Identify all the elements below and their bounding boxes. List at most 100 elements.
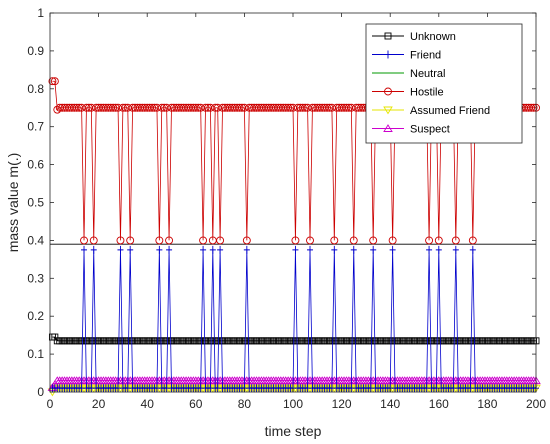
y-tick-label: 0.1: [27, 347, 44, 361]
data-point-hostile: [80, 236, 88, 245]
legend-label-friend: Friend: [410, 50, 441, 62]
data-point-friend: [452, 245, 459, 254]
x-tick-label: 0: [47, 397, 54, 411]
x-tick-label: 180: [477, 397, 497, 411]
data-point-hostile: [434, 236, 443, 245]
y-tick-label: 0: [37, 385, 44, 399]
y-axis-label: mass value m(.): [5, 153, 21, 253]
data-point-hostile: [291, 236, 300, 245]
legend-label-hostile: Hostile: [410, 87, 444, 99]
data-point-friend: [426, 245, 433, 254]
y-tick-label: 0.2: [27, 309, 44, 323]
plot-area: [47, 77, 541, 397]
data-point-hostile: [468, 236, 477, 245]
data-point-hostile: [116, 236, 125, 245]
data-point-hostile: [529, 103, 538, 112]
data-point-friend: [243, 245, 250, 254]
legend-marker-unknown: [384, 32, 392, 40]
data-point-hostile: [157, 103, 166, 112]
x-tick-label: 40: [141, 397, 155, 411]
data-point-friend: [331, 245, 338, 254]
data-point-hostile: [50, 77, 59, 86]
data-point-hostile: [425, 236, 434, 245]
data-point-friend: [217, 245, 224, 254]
legend-marker-assumed-friend: [383, 106, 393, 115]
data-point-friend: [156, 245, 163, 254]
data-point-hostile: [199, 236, 208, 245]
data-point-hostile: [53, 105, 62, 114]
data-point-hostile: [451, 236, 460, 245]
legend-marker-friend: [385, 50, 391, 59]
data-point-friend: [117, 245, 124, 254]
data-point-hostile: [118, 103, 127, 112]
data-point-hostile: [323, 103, 331, 112]
x-tick-label: 140: [380, 397, 400, 411]
data-point-hostile: [235, 103, 244, 112]
x-axis-label: time step: [265, 423, 322, 439]
data-point-hostile: [191, 103, 200, 112]
y-tick-label: 0.9: [27, 44, 44, 58]
data-point-friend: [209, 245, 216, 254]
data-point-friend: [469, 245, 476, 254]
data-point-hostile: [109, 103, 118, 112]
legend: Unknown Friend Neutral Hostile Assumed Frien…: [365, 23, 523, 144]
x-tick-label: 200: [526, 397, 546, 411]
data-point-hostile: [349, 236, 358, 245]
data-point-hostile: [165, 236, 174, 245]
data-point-hostile: [369, 236, 378, 245]
data-point-friend: [81, 245, 88, 254]
y-tick-label: 0.8: [27, 82, 44, 96]
data-point-hostile: [89, 236, 98, 245]
legend-marker-suspect: [383, 124, 393, 132]
legend-label-suspect: Suspect: [410, 124, 450, 136]
x-tick-label: 60: [189, 397, 203, 411]
data-point-friend: [435, 245, 442, 254]
series-unknown: [48, 333, 540, 345]
x-tick-label: 120: [332, 397, 352, 411]
legend-label-unknown: Unknown: [410, 31, 456, 43]
data-point-hostile: [148, 103, 157, 112]
data-point-hostile: [527, 103, 536, 112]
x-tick-label: 160: [429, 397, 449, 411]
data-point-hostile: [284, 103, 293, 112]
data-point-hostile: [330, 236, 339, 245]
y-tick-label: 1: [37, 6, 44, 20]
legend-marker-hostile: [384, 87, 392, 96]
data-point-friend: [292, 245, 299, 254]
legend-label-neutral: Neutral: [410, 68, 445, 80]
data-point-friend: [127, 245, 134, 254]
data-point-hostile: [342, 103, 351, 112]
data-point-hostile: [306, 236, 314, 245]
data-point-hostile: [155, 236, 164, 245]
series-friend: [49, 245, 539, 393]
data-point-friend: [90, 245, 97, 254]
data-point-hostile: [298, 103, 307, 112]
data-point-friend: [166, 245, 173, 254]
y-tick-label: 0.7: [27, 120, 44, 134]
legend-label-assumed-friend: Assumed Friend: [410, 105, 490, 117]
data-point-hostile: [216, 236, 225, 245]
data-point-friend: [370, 245, 377, 254]
data-point-hostile: [82, 103, 91, 112]
x-tick-label: 80: [238, 397, 252, 411]
x-tick-label: 20: [92, 397, 106, 411]
data-point-friend: [200, 245, 207, 254]
y-tick-label: 0.6: [27, 158, 44, 172]
data-point-friend: [307, 245, 314, 254]
series-line-hostile: [52, 80, 536, 241]
data-point-hostile: [388, 236, 397, 245]
y-tick-label: 0.4: [27, 233, 44, 247]
data-point-unknown: [51, 333, 59, 341]
data-point-friend: [350, 245, 357, 254]
data-point-friend: [389, 245, 396, 254]
legend-box: [365, 23, 523, 144]
data-point-hostile: [48, 77, 57, 86]
data-point-hostile: [201, 103, 210, 112]
data-point-hostile: [242, 236, 251, 245]
y-tick-label: 0.5: [27, 196, 44, 210]
data-point-hostile: [126, 236, 135, 245]
y-tick-label: 0.3: [27, 271, 44, 285]
axes: 0 20 40 60 80 100 120 140 160 180 200 0 0.1 0.2 0.3 0.4…: [27, 6, 546, 411]
x-tick-label: 100: [283, 397, 303, 411]
